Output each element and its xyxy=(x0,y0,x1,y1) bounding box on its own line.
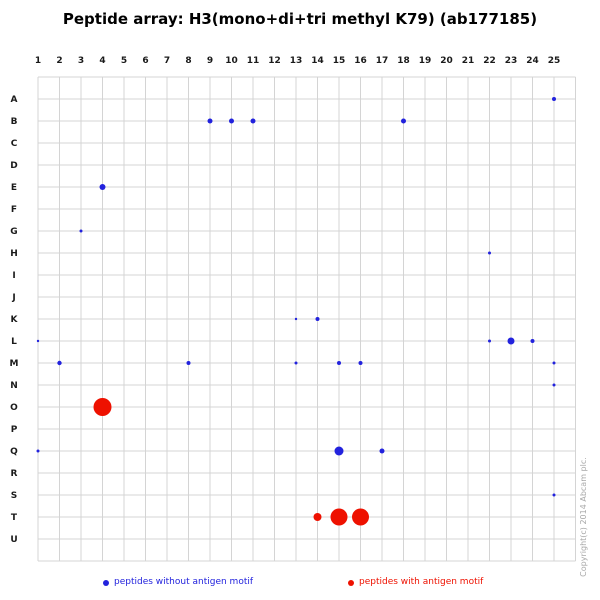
row-label-Q: Q xyxy=(10,447,18,457)
col-label-20: 20 xyxy=(440,56,453,66)
row-label-B: B xyxy=(11,117,18,127)
col-label-16: 16 xyxy=(354,56,367,66)
row-label-I: I xyxy=(12,271,15,281)
row-label-F: F xyxy=(11,205,17,215)
row-label-K: K xyxy=(11,315,19,325)
spot-L22 xyxy=(488,339,491,343)
col-label-7: 7 xyxy=(164,56,170,66)
spot-M16 xyxy=(358,361,363,365)
spot-K14 xyxy=(315,317,320,321)
col-label-14: 14 xyxy=(311,56,324,66)
col-label-15: 15 xyxy=(333,56,346,66)
blue-dot-icon xyxy=(103,579,109,586)
copyright-text: Copyright(c) 2014 Abcam plc. xyxy=(579,457,588,577)
col-label-25: 25 xyxy=(548,56,561,66)
row-label-S: S xyxy=(11,491,17,501)
row-label-R: R xyxy=(11,469,18,479)
col-label-9: 9 xyxy=(207,56,213,66)
spot-L23 xyxy=(507,337,515,345)
row-label-O: O xyxy=(10,403,18,413)
spot-T16 xyxy=(352,508,369,526)
spot-T14 xyxy=(313,513,322,521)
spot-T15 xyxy=(330,508,348,526)
col-label-6: 6 xyxy=(142,56,148,66)
col-label-13: 13 xyxy=(290,56,303,66)
col-label-1: 1 xyxy=(35,56,41,66)
spot-K13 xyxy=(294,317,298,321)
row-label-M: M xyxy=(10,359,19,369)
row-label-J: J xyxy=(11,293,15,303)
column-labels: 1 2 3 4 5 6 7 8 9 10 11 12 13 14 15 16 17 18 19 20 21 22 23 24 2… xyxy=(35,56,560,66)
row-label-H: H xyxy=(10,249,18,259)
col-label-18: 18 xyxy=(397,56,410,66)
series-blue xyxy=(36,97,556,497)
spot-Q1 xyxy=(36,449,40,453)
spot-Q17 xyxy=(379,448,385,454)
gridlines xyxy=(37,76,576,562)
col-label-8: 8 xyxy=(185,56,191,66)
spot-N25 xyxy=(552,383,556,387)
row-label-E: E xyxy=(11,183,17,193)
col-label-24: 24 xyxy=(526,56,539,66)
col-label-11: 11 xyxy=(247,56,260,66)
col-label-21: 21 xyxy=(462,56,475,66)
spot-B10 xyxy=(229,118,234,124)
legend-item-with-motif: peptides with antigen motif xyxy=(348,577,483,588)
spot-M15 xyxy=(337,361,341,365)
col-label-19: 19 xyxy=(419,56,432,66)
row-label-D: D xyxy=(10,161,17,171)
row-labels: A B C D E F G H I J K L M N O P Q R S T U xyxy=(10,95,19,545)
spot-L24 xyxy=(530,339,535,343)
legend-item-without-motif: peptides without antigen motif xyxy=(103,577,253,588)
spot-G3 xyxy=(79,229,83,233)
row-label-G: G xyxy=(10,227,17,237)
row-label-C: C xyxy=(11,139,18,149)
spot-M2 xyxy=(57,360,62,366)
page-title: Peptide array: H3(mono+di+tri methyl K79… xyxy=(62,10,538,28)
spot-M8 xyxy=(186,361,191,365)
spot-B9 xyxy=(207,118,213,124)
legend-label-with-motif: peptides with antigen motif xyxy=(359,577,484,587)
col-label-22: 22 xyxy=(483,56,496,66)
spot-L1 xyxy=(36,339,40,343)
legend-label-without-motif: peptides without antigen motif xyxy=(114,577,254,587)
row-label-A: A xyxy=(11,95,18,105)
spot-B11 xyxy=(250,118,256,124)
row-label-T: T xyxy=(11,513,18,523)
col-label-23: 23 xyxy=(505,56,518,66)
row-label-N: N xyxy=(10,381,18,391)
spot-S25 xyxy=(552,493,556,497)
col-label-4: 4 xyxy=(99,56,105,66)
spot-Q15 xyxy=(334,446,344,456)
spot-M13 xyxy=(294,361,298,365)
col-label-3: 3 xyxy=(78,56,84,66)
spot-M25 xyxy=(552,361,556,365)
col-label-10: 10 xyxy=(225,56,238,66)
spot-H22 xyxy=(488,251,491,255)
col-label-12: 12 xyxy=(268,56,281,66)
col-label-5: 5 xyxy=(121,56,127,66)
spot-O4 xyxy=(93,398,112,416)
red-dot-icon xyxy=(348,579,354,586)
series-red xyxy=(93,398,369,526)
col-label-17: 17 xyxy=(376,56,389,66)
row-label-U: U xyxy=(10,535,17,545)
spot-B18 xyxy=(401,118,406,124)
row-label-P: P xyxy=(11,425,18,435)
spot-E4 xyxy=(99,184,106,190)
spot-A25 xyxy=(552,97,556,101)
col-label-2: 2 xyxy=(56,56,62,66)
row-label-L: L xyxy=(11,337,17,347)
